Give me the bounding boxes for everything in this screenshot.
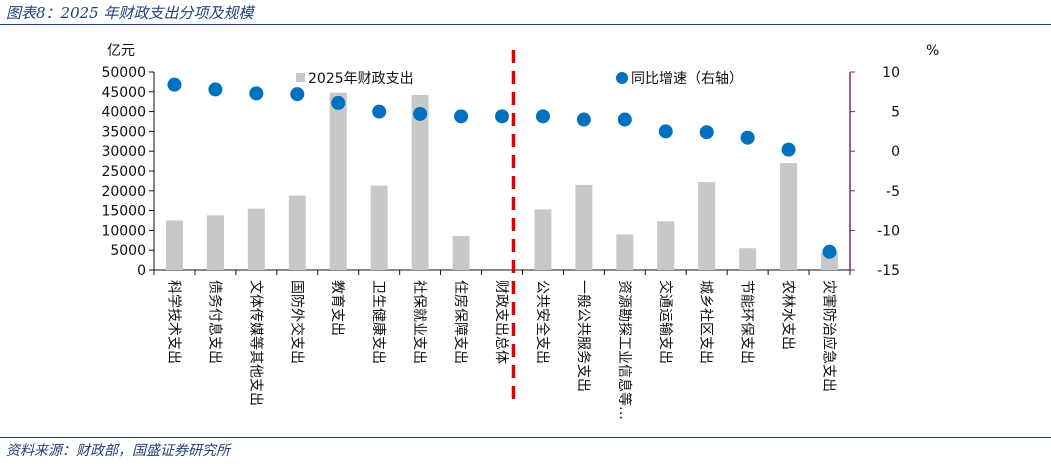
y2-tick-label: 0 [891,144,900,160]
scatter-point [413,106,428,121]
axes-group: 0 5000 10000 15000 20000 25000 30000 35000 40000… [101,50,900,405]
bar [452,235,470,270]
x-tick-label: 公共安全支出 [534,280,551,364]
bar [698,182,716,270]
bar [165,220,183,270]
legend-dot-label: 同比增速（右轴） [631,71,743,87]
scatter-point [249,86,264,101]
y-tick-label: 10000 [101,223,146,239]
x-tick-label: 灾害防治应急支出 [821,280,838,392]
scatter-point [535,109,550,124]
y-tick-label: 25000 [101,164,146,180]
bar-series-group [165,92,839,270]
x-tick-label: 教育支出 [329,280,345,336]
x-tick-label: 城乡社区支出 [698,280,714,364]
x-tick-label: 债务付息支出 [206,280,223,364]
bar [329,92,347,270]
x-tick-label: 交通运输支出 [657,280,674,364]
legend-bar: 2025年财政支出 [296,71,414,87]
figure-title: 图表8：2025 年财政支出分项及规模 [6,4,254,22]
x-tick-label: 文体传媒等其他支出 [247,280,264,406]
scatter-point [495,109,509,124]
x-tick-label: 国防外交支出 [288,280,305,364]
y-tick-label: 40000 [101,105,146,121]
x-tick-label: 卫生健康支出 [370,280,387,364]
y-tick-label: 45000 [101,85,146,101]
legend-bar-swatch [296,73,305,82]
x-tick-label: 财政支出总体 [493,280,509,364]
bar [534,209,552,270]
source-note: 资料来源：财政部，国盛证券研究所 [6,443,230,459]
chart: 0 5000 10000 15000 20000 25000 30000 35000 40000… [101,43,939,420]
y-tick-label: 50000 [101,65,146,81]
y-tick-label: 30000 [101,144,146,160]
bar [575,184,593,270]
x-tick-label: 住房保障支出 [452,280,468,364]
x-tick-label: 一般公共服务支出 [575,280,591,392]
y-tick-label: 35000 [101,124,146,140]
y2-tick-label: 5 [891,105,900,121]
scatter-series-group [167,77,837,259]
x-tick-label: 农林水支出 [780,280,796,350]
bar [616,234,634,270]
bar [657,221,675,270]
scatter-point [454,109,469,124]
scatter-point [290,87,305,102]
scatter-point [331,95,346,110]
y2-tick-label: -10 [877,223,900,239]
bar [411,94,429,270]
top-rule [0,24,1051,25]
y2-tick-label: 10 [882,65,900,81]
bar [780,163,798,270]
scatter-point [372,104,387,119]
bar [206,215,224,270]
category-labels-group: 科学技术支出 债务付息支出 文体传媒等其他支出 国防外交支出 教育支出 卫生健康支出 社保就… [165,280,837,420]
scatter-point [658,124,673,139]
y-tick-label: 5000 [110,243,146,259]
y-tick-label: 20000 [101,184,146,200]
legend-bar-label: 2025年财政支出 [308,71,414,87]
bar [288,195,306,270]
legend-dot-marker [616,72,628,84]
x-tick-label: 节能环保支出 [739,280,755,364]
y-axis-unit: 亿元 [107,43,135,59]
legend-dot: 同比增速（右轴） [616,71,743,87]
bar [739,248,757,270]
x-tick-label: 资源勘探工业信息等… [616,280,633,420]
y-tick-label: 15000 [101,204,146,220]
scatter-point [740,130,755,145]
y2-tick-label: -5 [886,184,900,200]
scatter-point [617,112,632,127]
y2-axis-unit: % [926,43,939,59]
scatter-point [699,125,714,140]
bar [370,185,388,270]
bar [247,208,265,270]
scatter-point [576,112,591,127]
scatter-point [822,244,837,259]
x-tick-label: 社保就业支出 [411,280,427,364]
bottom-rule [0,437,1051,438]
scatter-point [208,82,223,97]
x-tick-label: 科学技术支出 [165,280,181,364]
scatter-point [167,77,182,92]
scatter-point [781,142,796,157]
y2-tick-label: -15 [877,263,900,279]
y-tick-label: 0 [137,263,146,279]
